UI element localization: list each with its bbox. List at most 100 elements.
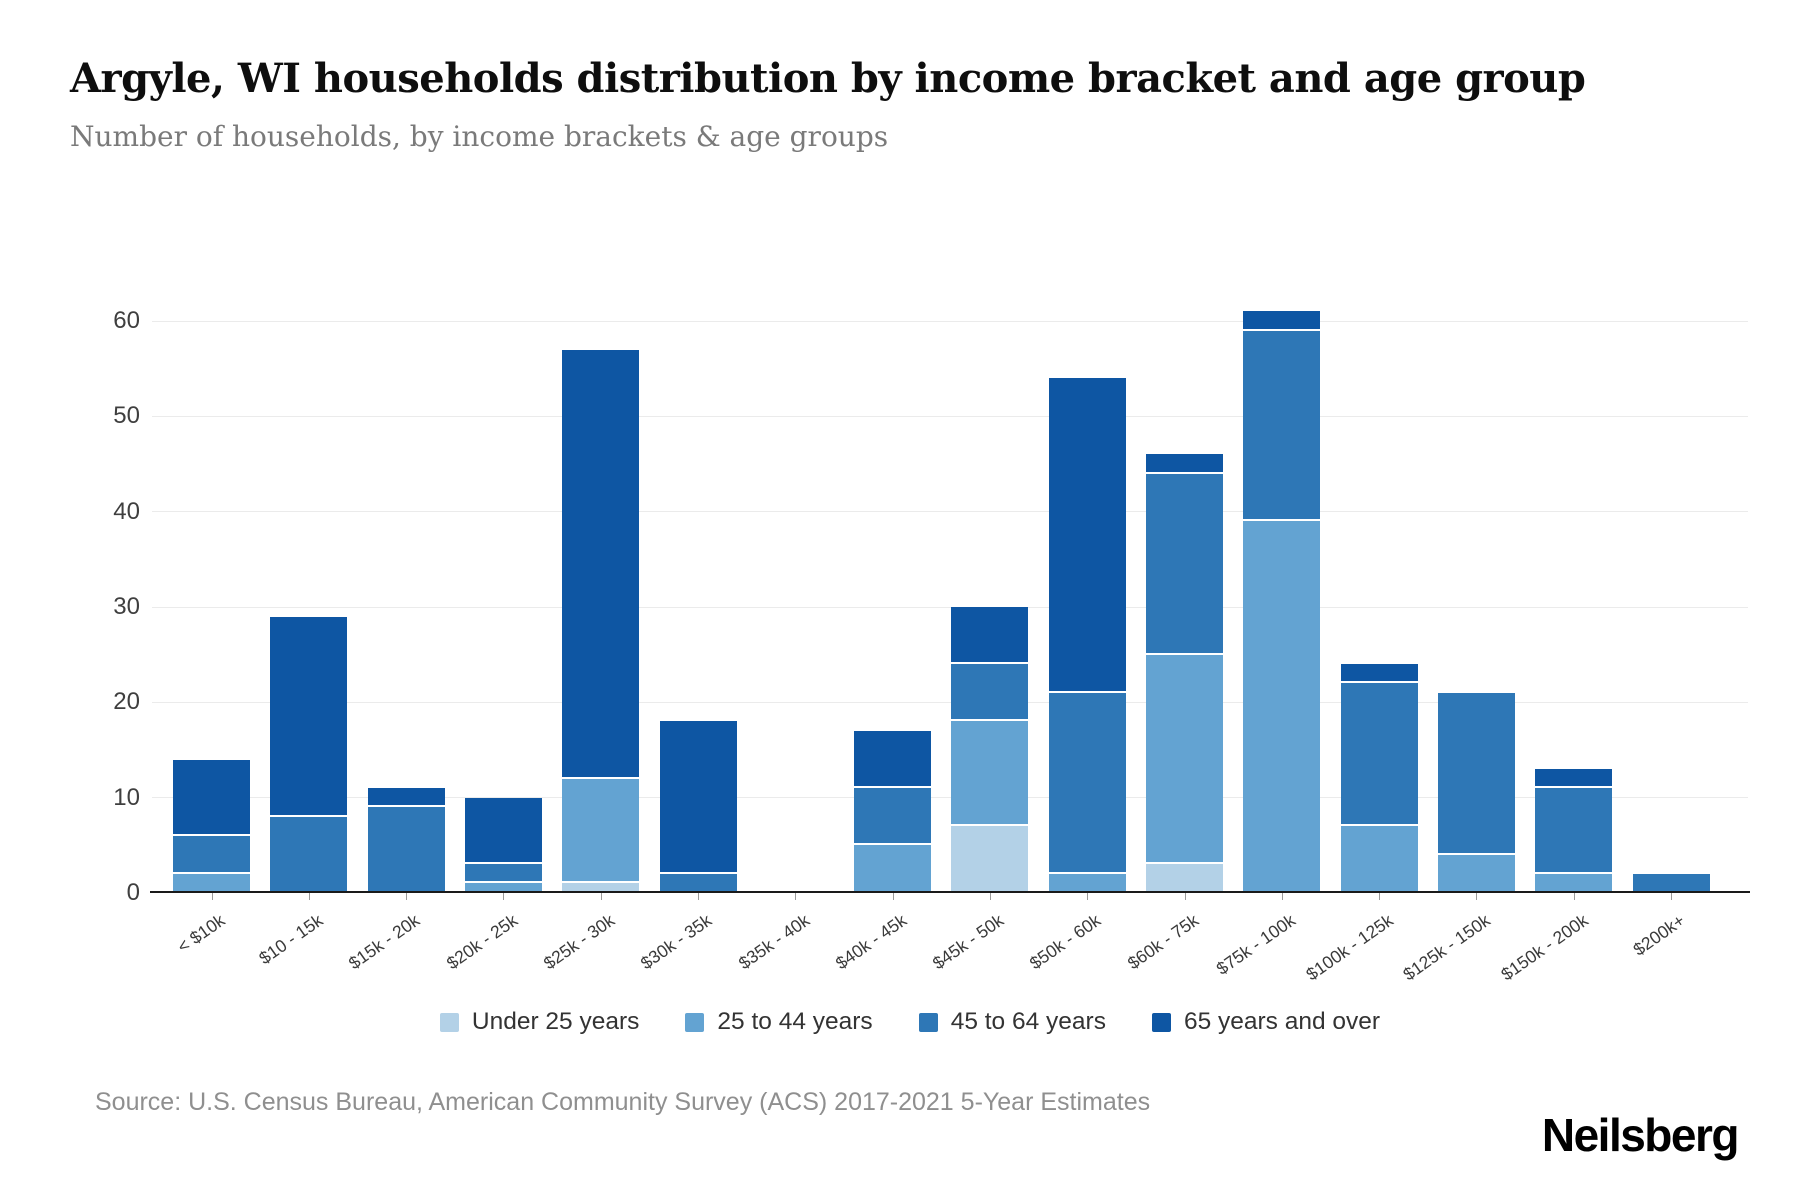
bar-segment-45-to-64-years[interactable] — [464, 864, 542, 884]
bar-segment-25-to-44-years[interactable] — [1243, 521, 1321, 893]
x-axis-tick — [308, 893, 310, 900]
legend-item-65-years-and-over[interactable]: 65 years and over — [1151, 1008, 1381, 1036]
x-axis-tick-label: $30k - 35k — [637, 910, 716, 974]
x-axis-tick — [1573, 893, 1575, 900]
x-axis-tick — [211, 893, 213, 900]
bar-segment-45-to-64-years[interactable] — [1535, 788, 1613, 874]
gridline — [152, 797, 1748, 799]
x-axis-tick — [1281, 893, 1283, 900]
gridline — [152, 606, 1748, 608]
y-axis-tick-label: 60 — [113, 307, 140, 334]
legend: Under 25 years 25 to 44 years 45 to 64 yea… — [0, 1008, 1800, 1036]
legend-label: Under 25 years — [471, 1008, 640, 1035]
bar-segment-45-to-64-years[interactable] — [1146, 473, 1223, 655]
source-note: Source: U.S. Census Bureau, American Com… — [95, 1088, 1151, 1116]
x-axis-tick-label: $125k - 150k — [1399, 910, 1494, 985]
bar-segment-65-years-and-over[interactable] — [659, 721, 737, 874]
legend-label: 65 years and over — [1183, 1008, 1381, 1035]
legend-swatch — [918, 1012, 938, 1032]
bar-segment-65-years-and-over[interactable] — [854, 730, 932, 789]
legend-item-under-25-years[interactable]: Under 25 years — [439, 1008, 640, 1036]
bar-segment-45-to-64-years[interactable] — [951, 664, 1029, 722]
legend-label: 45 to 64 years — [950, 1008, 1106, 1035]
y-axis-tick-label: 50 — [113, 402, 140, 430]
x-axis-tick — [795, 893, 797, 900]
gridline — [152, 320, 1748, 322]
bar-segment-25-to-44-years[interactable] — [1340, 826, 1418, 893]
x-axis-tick-label: $150k - 200k — [1496, 910, 1592, 985]
x-axis-tick — [1671, 893, 1672, 900]
x-axis-tick — [1184, 893, 1186, 900]
bar-segment-under-25-years[interactable] — [1146, 864, 1223, 893]
bar-segment-under-25-years[interactable] — [951, 826, 1029, 893]
legend-label: 25 to 44 years — [717, 1008, 873, 1035]
x-axis-tick-label: $200k+ — [1629, 910, 1689, 960]
x-axis-tick-label: $60k - 75k — [1123, 910, 1202, 974]
bar-segment-25-to-44-years[interactable] — [1437, 854, 1515, 893]
bar-segment-25-to-44-years[interactable] — [1535, 873, 1613, 893]
bar-segment-25-to-44-years[interactable] — [1048, 873, 1126, 893]
x-axis-tick — [892, 893, 894, 900]
bar-segment-45-to-64-years[interactable] — [1048, 692, 1126, 874]
x-axis-tick — [989, 893, 991, 900]
bar-segment-45-to-64-years[interactable] — [1632, 873, 1710, 893]
page-subtitle: Number of households, by income brackets… — [70, 120, 889, 153]
bar-segment-45-to-64-years[interactable] — [1340, 683, 1418, 827]
bar-segment-25-to-44-years[interactable] — [464, 883, 542, 893]
bar-segment-65-years-and-over[interactable] — [270, 616, 348, 817]
bar-segment-45-to-64-years[interactable] — [270, 816, 348, 893]
x-axis-tick-label: $75k - 100k — [1212, 910, 1300, 979]
page-title: Argyle, WI households distribution by in… — [70, 55, 1586, 102]
x-axis-tick — [600, 893, 602, 900]
bar-segment-25-to-44-years[interactable] — [173, 873, 250, 893]
x-axis-tick-label: $50k - 60k — [1026, 910, 1105, 974]
bar-segment-65-years-and-over[interactable] — [951, 607, 1029, 665]
x-axis-tick — [698, 893, 699, 900]
bar-segment-65-years-and-over[interactable] — [173, 759, 250, 836]
x-axis-line — [150, 891, 1750, 893]
legend-item-25-to-44-years[interactable]: 25 to 44 years — [685, 1008, 873, 1036]
bar-segment-45-to-64-years[interactable] — [1243, 330, 1321, 522]
bar-segment-45-to-64-years[interactable] — [367, 807, 445, 893]
bar-segment-45-to-64-years[interactable] — [173, 835, 250, 874]
x-axis-tick — [406, 893, 408, 900]
bar-segment-65-years-and-over[interactable] — [1243, 311, 1321, 331]
bar-segment-65-years-and-over[interactable] — [367, 788, 445, 808]
legend-swatch — [1151, 1012, 1171, 1032]
x-axis-tick-label: $45k - 50k — [928, 910, 1008, 974]
x-axis-tick-label: $100k - 125k — [1302, 910, 1397, 985]
y-axis-tick-label: 40 — [113, 497, 140, 525]
bar-segment-65-years-and-over[interactable] — [1048, 378, 1126, 693]
bar-segment-45-to-64-years[interactable] — [1437, 692, 1515, 855]
bar-segment-65-years-and-over[interactable] — [1535, 769, 1613, 789]
bar-segment-65-years-and-over[interactable] — [1340, 664, 1418, 684]
bar-segment-under-25-years[interactable] — [562, 883, 640, 893]
y-axis-tick-label: 0 — [126, 879, 140, 906]
bar-segment-65-years-and-over[interactable] — [464, 797, 542, 865]
bar-segment-45-to-64-years[interactable] — [854, 788, 932, 846]
bar-segment-25-to-44-years[interactable] — [562, 778, 640, 884]
bar-segment-25-to-44-years[interactable] — [951, 721, 1029, 827]
x-axis-tick — [1379, 893, 1381, 900]
bar-segment-25-to-44-years[interactable] — [1146, 654, 1223, 865]
x-axis-tick — [503, 893, 505, 900]
legend-swatch — [439, 1012, 459, 1032]
x-axis-tick — [1087, 893, 1089, 900]
x-axis-tick-label: $15k - 20k — [345, 910, 424, 974]
gridline — [152, 701, 1748, 703]
bar-segment-45-to-64-years[interactable] — [659, 873, 737, 893]
x-axis-tick — [1476, 893, 1478, 900]
legend-item-45-to-64-years[interactable]: 45 to 64 years — [918, 1008, 1106, 1036]
y-axis-tick-label: 10 — [113, 783, 140, 811]
x-axis-tick-label: $20k - 25k — [442, 910, 521, 974]
legend-swatch — [685, 1012, 705, 1032]
bar-segment-25-to-44-years[interactable] — [854, 845, 932, 893]
bar-segment-65-years-and-over[interactable] — [562, 349, 640, 779]
gridline — [152, 511, 1748, 513]
brand-logo: Neilsberg — [1541, 1109, 1740, 1161]
gridline — [152, 415, 1748, 417]
x-axis-tick-label: $40k - 45k — [831, 910, 911, 974]
bar-segment-65-years-and-over[interactable] — [1146, 454, 1223, 474]
x-axis-tick-label: $25k - 30k — [539, 910, 619, 974]
